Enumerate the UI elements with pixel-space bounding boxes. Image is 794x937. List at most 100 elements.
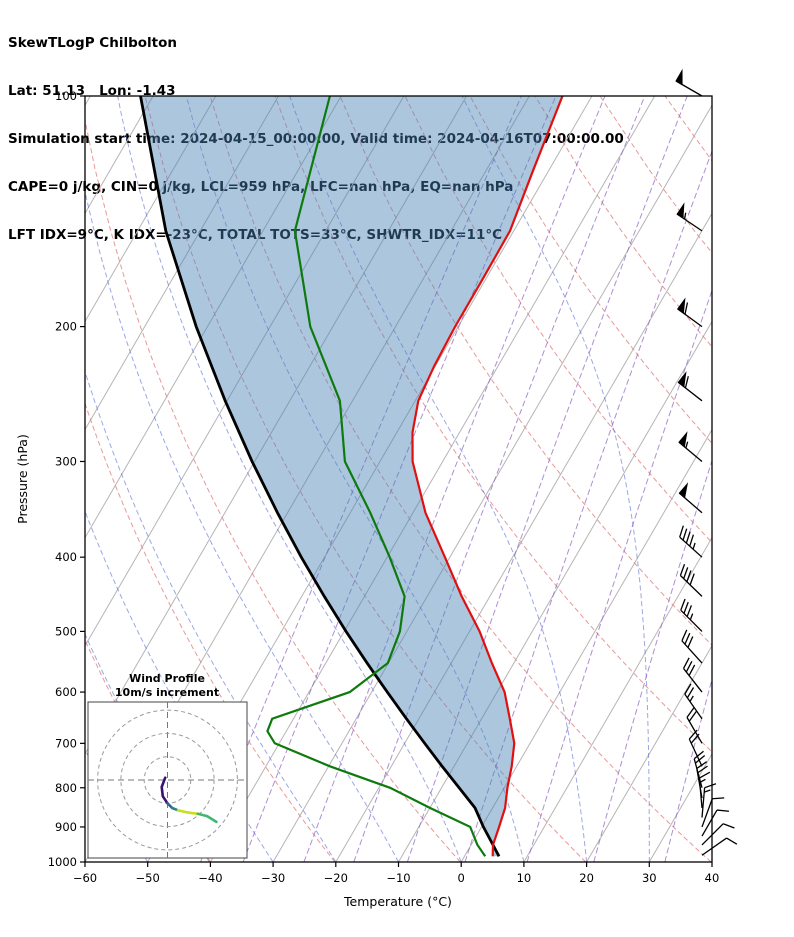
wind-barb — [701, 823, 735, 846]
dry-adiabat-line — [534, 96, 712, 348]
background-grid — [85, 96, 794, 862]
x-tick-label: −40 — [198, 871, 222, 885]
x-tick-label: 10 — [517, 871, 532, 885]
dry-adiabat-line — [85, 402, 336, 862]
wind-barb — [686, 707, 703, 744]
figure-title: SkewTLogP Chilbolton — [8, 35, 177, 51]
moist-adiabat-line — [775, 96, 794, 862]
mixing-ratio-line — [242, 96, 557, 862]
mixing-ratio-line — [664, 677, 712, 862]
hodograph-inset — [87, 701, 248, 859]
y-tick-label: 900 — [55, 820, 77, 834]
hodograph-title: Wind Profile — [129, 672, 205, 685]
y-tick-label: 600 — [55, 685, 77, 699]
x-tick-label: −10 — [386, 871, 410, 885]
isotherm-line — [398, 320, 712, 862]
wind-barb — [701, 783, 717, 818]
wind-barbs — [675, 68, 738, 856]
isotherm-line — [85, 96, 217, 323]
hodograph-trace-segment — [176, 809, 200, 816]
y-tick-label: 400 — [55, 550, 77, 564]
wind-barb — [681, 629, 703, 664]
wind-barb — [677, 371, 703, 402]
y-tick-label: 800 — [55, 781, 77, 795]
wind-barb — [678, 431, 703, 462]
moist-adiabat-line — [85, 633, 211, 862]
dry-adiabat-line — [209, 96, 712, 862]
mixing-ratio-line — [464, 149, 712, 862]
moist-adiabat-line — [85, 370, 337, 862]
dry-adiabat-line — [274, 96, 712, 753]
wind-barb — [693, 750, 706, 788]
moist-adiabat-line — [117, 96, 462, 862]
wind-barb — [675, 68, 703, 97]
mixing-ratio-line — [593, 458, 712, 862]
isotherm-line — [85, 96, 405, 647]
mixing-ratio-line — [303, 96, 606, 862]
hodograph-trace-segment — [160, 776, 169, 805]
wind-barb — [678, 482, 703, 514]
dry-adiabat-line — [404, 96, 712, 544]
hodograph-subtitle: 10m/s increment — [115, 686, 219, 699]
dry-adiabat-line — [144, 96, 587, 862]
wind-barb — [679, 525, 703, 558]
mixing-ratio-line — [406, 96, 688, 862]
isotherm-line — [711, 861, 712, 862]
latlon-line: Lat: 51.13 Lon: -1.43 — [8, 83, 176, 99]
wind-barb — [696, 761, 708, 799]
wind-barb — [676, 202, 703, 232]
y-axis-label: Pressure (hPa) — [15, 434, 30, 524]
indices-line-2: LFT IDX=9°C, K IDX=-23°C, TOTAL TOTS=33°… — [8, 227, 502, 243]
wind-barb — [701, 837, 738, 856]
y-tick-label: 300 — [55, 454, 77, 468]
x-tick-label: 40 — [705, 871, 720, 885]
mixing-ratio-line — [353, 96, 646, 862]
moist-adiabat-line — [289, 96, 588, 862]
isotherm-line — [209, 96, 656, 862]
isotherm-line — [523, 536, 712, 862]
x-axis-label: Temperature (°C) — [343, 894, 452, 909]
isotherm-line — [85, 96, 342, 539]
moist-adiabat-line — [85, 189, 399, 862]
chart-root: −60 −50 −40 −30 −20 −10 0 10 20 30 40 100 200 300 400 5… — [48, 68, 794, 885]
dry-adiabat-line — [85, 117, 461, 862]
y-tick-label: 500 — [55, 624, 77, 638]
moist-adiabat-line — [461, 96, 650, 862]
x-tick-label: 0 — [458, 871, 465, 885]
time-line: Simulation start time: 2024-04-15_00:00:… — [8, 131, 624, 147]
y-tick-label: 200 — [55, 320, 77, 334]
x-tick-label: −20 — [324, 871, 348, 885]
x-tick-label: −60 — [73, 871, 97, 885]
axis-ticks: −60 −50 −40 −30 −20 −10 0 10 20 30 40 100 200 300 400 5… — [48, 89, 720, 885]
dry-adiabat-line — [339, 96, 712, 646]
x-tick-label: 30 — [642, 871, 657, 885]
wind-barb — [684, 683, 703, 720]
hodograph-ring — [120, 732, 215, 828]
x-tick-label: 20 — [579, 871, 594, 885]
hodograph-grid — [88, 702, 247, 858]
y-tick-label: 1000 — [48, 855, 77, 869]
x-tick-label: −50 — [136, 871, 160, 885]
wind-barb — [688, 729, 703, 767]
dry-adiabat-line — [664, 96, 712, 162]
dewpoint-curve — [266, 96, 487, 857]
wind-barb — [682, 657, 703, 693]
hodograph-trace-segment — [196, 812, 218, 824]
wind-barb — [701, 809, 730, 837]
moist-adiabat-line — [185, 96, 525, 862]
isotherm-line — [85, 96, 279, 431]
wind-barb — [680, 598, 703, 632]
sounding-curves — [139, 96, 564, 857]
parcel-curve — [139, 96, 501, 857]
moist-adiabat-line — [711, 855, 712, 862]
hodograph-ring — [97, 709, 238, 851]
header: SkewTLogP Chilbolton Lat: 51.13 Lon: -1.… — [8, 3, 624, 275]
x-tick-label: −30 — [261, 871, 285, 885]
isotherm-line — [460, 428, 712, 862]
wind-barb — [677, 297, 703, 328]
y-tick-label: 100 — [55, 89, 77, 103]
y-tick-label: 700 — [55, 736, 77, 750]
dry-adiabat-line — [599, 96, 712, 254]
